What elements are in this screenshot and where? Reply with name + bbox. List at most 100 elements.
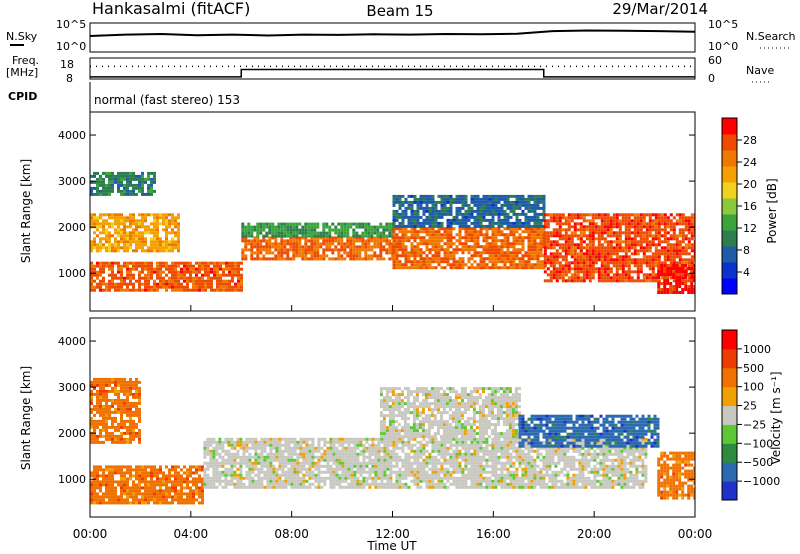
scatter-cell-2 [364,254,368,258]
scatter-cell-5 [443,200,447,204]
scatter-cell-2 [263,485,267,489]
scatter-cell-0 [201,492,204,496]
scatter-cell-1 [111,401,114,405]
scatter-cell-5 [398,200,402,204]
scatter-cell-4 [458,263,462,267]
scatter-cell-5 [488,206,492,210]
scatter-cell-6 [645,273,649,277]
scatter-cell-2 [268,236,272,240]
scatter-cell-2 [239,455,243,459]
scatter-cell-2 [349,245,353,249]
scatter-cell-6 [690,234,694,238]
scatter-cell-6 [543,213,547,217]
scatter-cell-0 [189,465,192,469]
scatter-cell-2 [293,461,297,465]
scatter-cell-0 [234,264,237,268]
scatter-cell-1 [102,407,105,411]
scatter-cell-5 [488,218,492,222]
scatter-cell-6 [570,249,574,253]
scatter-cell-6 [600,273,604,277]
scatter-cell-0 [165,483,168,487]
scatter-cell-0 [159,480,162,484]
scatter-cell-0 [234,282,237,286]
scatter-cell-5 [401,221,405,225]
scatter-cell-0 [168,471,171,475]
scatter-cell-6 [624,246,628,250]
scatter-cell-0 [102,468,105,472]
scatter-cell-2 [253,251,257,255]
scatter-cell-0 [168,492,171,496]
colorbar-tick-label: 24 [743,156,757,169]
scatter-cell-1 [105,431,108,435]
scatter-cell-6 [642,231,646,235]
scatter-cell-5 [449,203,453,207]
scatter-cell-1 [93,413,96,417]
scatter-cell-3 [295,231,299,235]
scatter-cell-2 [332,452,336,456]
scatter-cell-6 [597,246,601,250]
scatter-cell-2 [233,461,237,465]
scatter-cell-4 [416,248,420,252]
scatter-cell-6 [615,276,619,280]
scatter-cell-4 [476,233,480,237]
scatter-cell-0 [177,501,180,505]
scatter-cell-5 [434,218,438,222]
scatter-cell-2 [307,251,311,255]
scatter-cell-5 [422,209,426,213]
scatter-cell-2 [281,479,285,483]
scatter-cell-1 [135,401,138,405]
scatter-cell-2 [293,473,297,477]
scatter-cell-1 [156,249,159,253]
scatter-cell-6 [579,243,583,247]
scatter-cell-4 [521,266,525,270]
scatter-cell-1 [129,416,132,420]
scatter-cell-3 [325,225,329,229]
scatter-cell-4 [491,233,495,237]
scatter-cell-4 [497,251,501,255]
scatter-cell-6 [582,231,586,235]
scatter-cell-6 [582,225,586,229]
scatter-cell-6 [609,258,613,262]
scatter-cell-5 [521,194,525,198]
scatter-cell-6 [624,228,628,232]
scatter-cell-6 [651,276,655,280]
scatter-cell-2 [338,461,342,465]
scatter-cell-6 [573,246,577,250]
scatter-cell-6 [570,231,574,235]
scatter-cell-0 [135,288,138,292]
scatter-cell-0 [99,267,102,271]
scatter-cell-0 [198,501,201,505]
scatter-cell-0 [174,465,177,469]
scatter-cell-5 [491,221,495,225]
scatter-cell-8 [138,180,141,184]
scatter-cell-7 [657,267,661,270]
scatter-cell-4 [533,263,537,267]
scatter-cell-2 [332,440,336,444]
scatter-cell-0 [150,489,153,493]
scatter-cell-6 [669,243,673,247]
scatter-cell-6 [576,234,580,238]
scatter-cell-1 [111,234,114,238]
scatter-cell-4 [413,254,417,258]
scatter-cell-5 [428,194,432,198]
scatter-cell-2 [326,455,330,459]
scatter-cell-0 [102,498,105,502]
scatter-cell-6 [585,258,589,262]
scatter-cell-1 [153,231,156,235]
scatter-cell-1 [99,395,102,399]
scatter-cell-5 [533,218,537,222]
scatter-cell-1 [96,222,99,226]
scatter-cell-0 [219,288,222,292]
scatter-cell-2 [248,446,252,450]
scatter-cell-0 [138,474,141,478]
scatter-cell-6 [657,237,661,241]
scatter-cell-6 [594,258,598,262]
scatter-cell-3 [352,222,356,226]
scatter-cell-5 [419,215,423,219]
scatter-cell-6 [612,231,616,235]
scatter-cell-3 [250,228,254,232]
scatter-cell-0 [135,498,138,502]
scatter-cell-3 [241,222,245,226]
scatter-cell-8 [108,189,111,193]
scatter-cell-5 [485,224,489,228]
